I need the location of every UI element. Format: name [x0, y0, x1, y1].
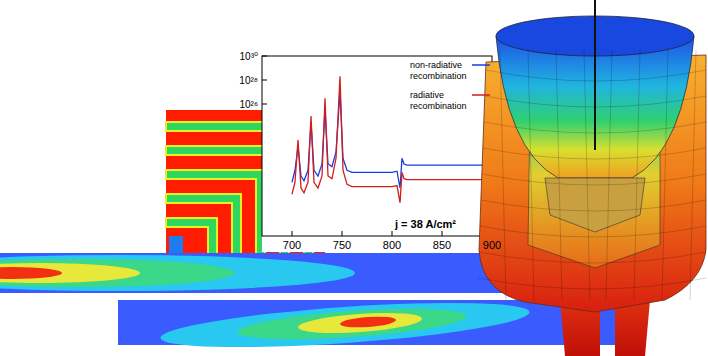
y-tick-label: 10²⁶ — [239, 99, 258, 110]
x-tick — [292, 231, 293, 236]
crucible-rod — [594, 0, 596, 150]
legend-swatch — [472, 94, 490, 96]
mesh-line — [480, 226, 706, 237]
mesh-line — [556, 50, 562, 300]
plume-contour — [236, 303, 467, 345]
x-tick — [392, 231, 393, 236]
y-tick-label: 10²⁸ — [239, 75, 258, 86]
annotation: j = 38 A/cm² — [394, 218, 456, 230]
mesh-line — [482, 174, 706, 185]
y-tick-label: 10³⁰ — [240, 51, 258, 62]
chart-background — [228, 45, 500, 252]
x-tick-label: 700 — [283, 239, 301, 251]
x-tick-label: 750 — [333, 239, 351, 251]
legend-label-line: non-radiative — [410, 60, 462, 70]
mesh-line — [479, 252, 706, 263]
x-tick-label: 900 — [483, 239, 501, 251]
mesh-line — [584, 50, 590, 300]
mesh-line — [500, 50, 506, 300]
series-lines — [292, 76, 492, 202]
plume-contour — [0, 259, 235, 287]
y-tick — [262, 56, 267, 57]
legend-label-line: recombination — [410, 101, 467, 111]
figure: 700 750 800 850 900 10²⁶ 10²⁸ 10³⁰ non-radiative… — [0, 0, 708, 356]
legend-label-line: recombination — [410, 71, 467, 81]
plume-contour — [340, 315, 397, 329]
plot-frame — [262, 56, 492, 236]
plume-contour — [298, 310, 423, 337]
plume-contour — [0, 263, 140, 283]
legend-label-line: radiative — [410, 90, 444, 100]
mesh-line — [528, 50, 534, 300]
legend-label: non-radiativerecombination — [410, 60, 467, 81]
legend-label: radiativerecombination — [410, 90, 467, 111]
y-tick — [262, 104, 267, 105]
series-line — [292, 76, 492, 202]
heatmap-band — [166, 170, 265, 262]
plume-contour — [0, 267, 62, 279]
mesh-line — [690, 50, 696, 300]
mesh-line — [634, 50, 640, 300]
plume-contour — [0, 255, 355, 291]
mesh-line — [662, 50, 668, 300]
crucible-model — [478, 0, 706, 356]
mesh-line — [481, 200, 706, 211]
x-tick-label: 800 — [383, 239, 401, 251]
x-tick-label: 850 — [433, 239, 451, 251]
mesh-line — [606, 50, 612, 300]
y-tick — [262, 80, 267, 81]
mesh-line — [478, 278, 706, 289]
crucible-stub — [615, 300, 650, 356]
x-tick — [442, 231, 443, 236]
chart-panel — [228, 45, 500, 252]
plume-contour — [159, 294, 531, 356]
heatmap-band — [166, 194, 241, 262]
crucible-mesh — [478, 50, 706, 300]
x-tick — [342, 231, 343, 236]
legend-swatch — [472, 64, 490, 66]
chart-texts: 700 750 800 850 900 10²⁶ 10²⁸ 10³⁰ non-radiative… — [239, 51, 501, 251]
